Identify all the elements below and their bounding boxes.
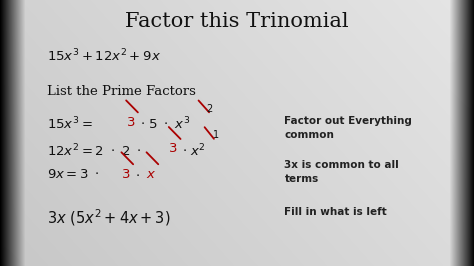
Text: Fill in what is left: Fill in what is left	[284, 207, 387, 218]
Text: $3$: $3$	[168, 142, 178, 155]
Text: Factor out Everything
common: Factor out Everything common	[284, 116, 412, 140]
Text: $x$: $x$	[146, 168, 156, 181]
Text: $15x^3 = $: $15x^3 = $	[47, 116, 93, 132]
Text: $\cdot\ 5\ \cdot\ x^3$: $\cdot\ 5\ \cdot\ x^3$	[140, 116, 190, 132]
Text: 3x is common to all
terms: 3x is common to all terms	[284, 160, 399, 184]
Text: $3$: $3$	[126, 116, 135, 129]
Text: $2$: $2$	[206, 102, 213, 114]
Text: $1$: $1$	[212, 128, 219, 140]
Text: $\cdot\ $: $\cdot\ $	[135, 168, 140, 181]
Text: List the Prime Factors: List the Prime Factors	[47, 85, 196, 98]
Text: $3x\ (5x^2 + 4x + 3)$: $3x\ (5x^2 + 4x + 3)$	[47, 207, 171, 228]
Text: $15x^3 + 12x^2 + 9x$: $15x^3 + 12x^2 + 9x$	[47, 48, 161, 64]
Text: $12x^2 = 2\ \cdot\ 2\ \cdot\ $: $12x^2 = 2\ \cdot\ 2\ \cdot\ $	[47, 142, 142, 159]
Text: $\cdot\ x^2$: $\cdot\ x^2$	[182, 142, 206, 159]
Text: Factor this Trinomial: Factor this Trinomial	[125, 12, 349, 31]
Text: $3$: $3$	[121, 168, 130, 181]
Text: $9x = 3\ \cdot\ $: $9x = 3\ \cdot\ $	[47, 168, 100, 181]
